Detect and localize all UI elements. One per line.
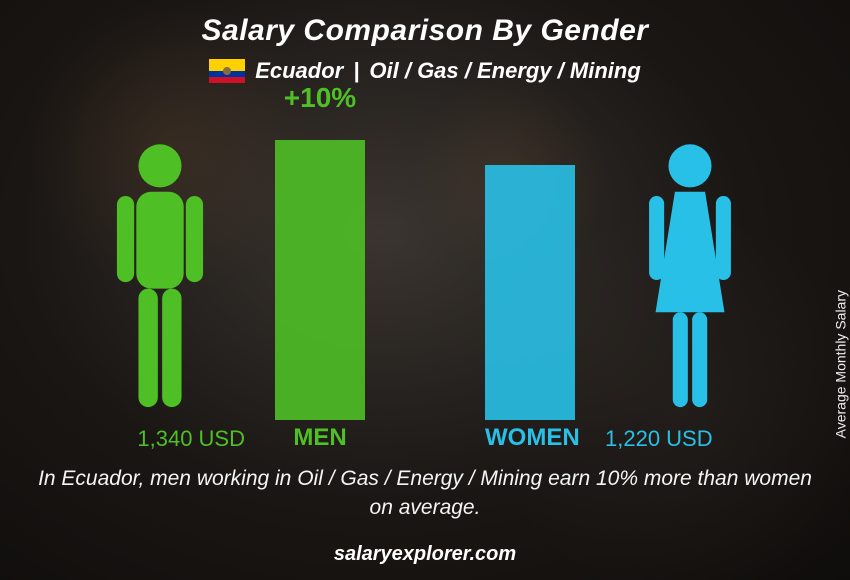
men-category-label: MEN	[275, 424, 365, 452]
women-salary-value: 1,220 USD	[605, 426, 755, 452]
flag-icon	[209, 59, 245, 83]
women-icon	[635, 140, 745, 420]
pct-diff-label: +10%	[275, 82, 365, 114]
yaxis-label: Average Monthly Salary	[832, 290, 848, 438]
summary-text: In Ecuador, men working in Oil / Gas / E…	[35, 465, 815, 522]
women-bar	[485, 165, 575, 420]
chart-area: +10% 1,340 USD MEN WOMEN 1,220 USD	[95, 100, 755, 470]
men-bar	[275, 140, 365, 420]
subtitle-industry: Oil / Gas / Energy / Mining	[369, 58, 640, 84]
subtitle-country: Ecuador	[255, 58, 343, 84]
men-salary-value: 1,340 USD	[95, 426, 245, 452]
footer-source: salaryexplorer.com	[0, 543, 850, 566]
women-category-label: WOMEN	[485, 424, 575, 452]
title-block: Salary Comparison By Gender Ecuador | Oi…	[0, 0, 850, 84]
page-title: Salary Comparison By Gender	[0, 14, 850, 48]
men-icon	[105, 140, 215, 420]
subtitle-separator: |	[353, 58, 359, 84]
subtitle-row: Ecuador | Oil / Gas / Energy / Mining	[0, 58, 850, 84]
